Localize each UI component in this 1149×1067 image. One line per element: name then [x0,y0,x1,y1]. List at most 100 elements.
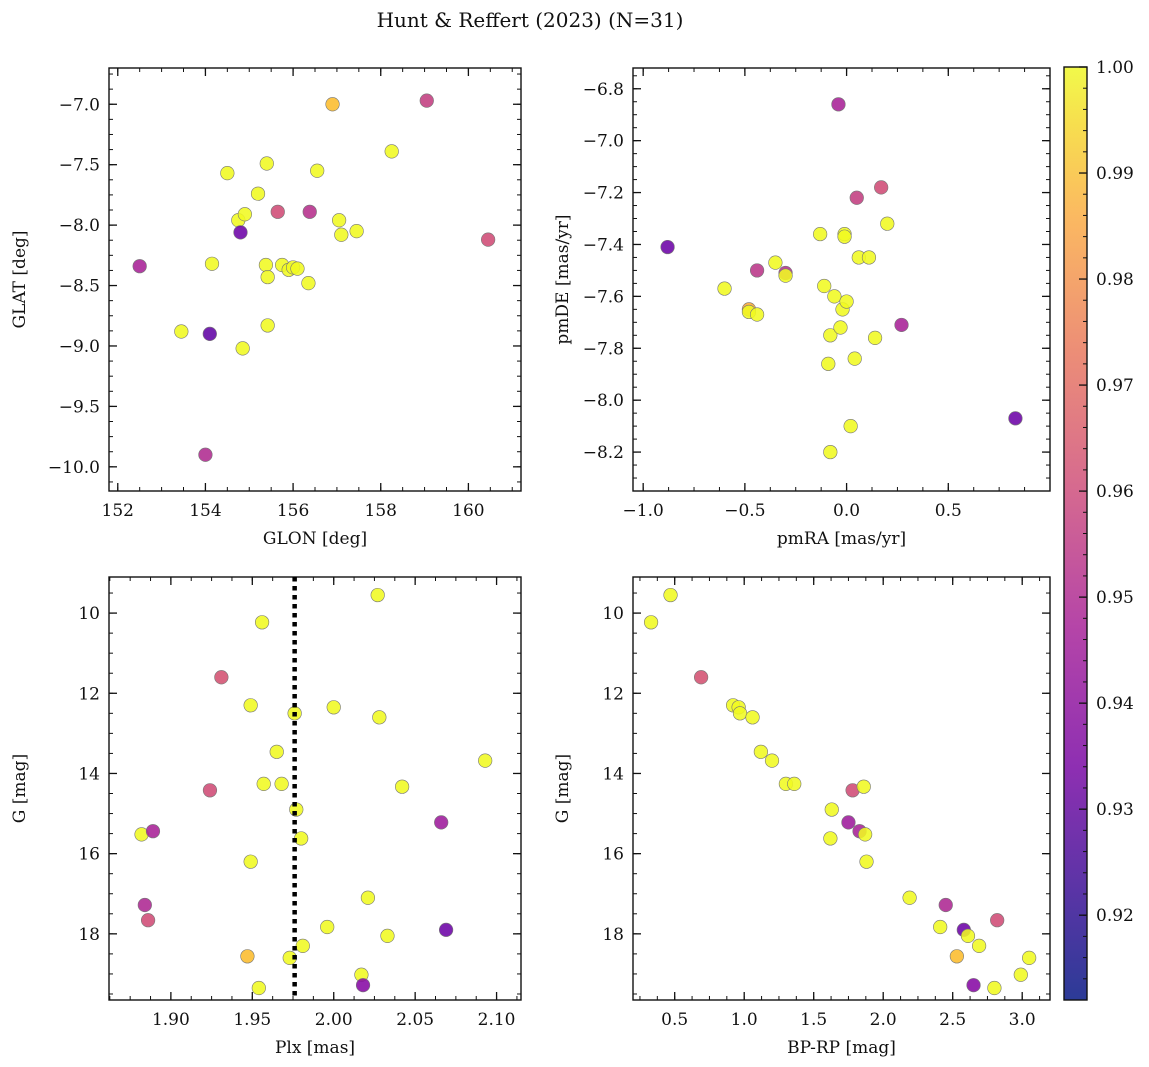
data-point [966,978,981,993]
y-tick-label: −10.0 [48,458,100,478]
y-tick-label: −7.2 [583,184,624,204]
y-tick-label: −7.4 [583,235,624,255]
data-point [260,318,275,333]
x-tick-label: 2.05 [396,1010,434,1030]
data-point [438,922,454,937]
data-point [902,890,917,905]
data-point [1008,411,1023,426]
data-point [380,928,395,943]
data-point [839,294,854,309]
data-point [843,419,858,434]
data-point [821,356,836,371]
y-tick-label: −9.5 [59,397,100,417]
y-tick-label: −7.5 [59,156,100,176]
y-tick-label: −8.5 [59,277,100,297]
x-tick-label: 0.5 [661,1010,688,1030]
data-point [643,615,659,630]
data-point [434,815,449,830]
data-point [310,163,325,178]
data-point [243,854,258,869]
y-tick-label: 10 [78,604,100,624]
data-point [859,854,874,869]
data-point [867,330,883,345]
y-axis-label: G [mag] [553,754,573,823]
colorbar-tick-label: 0.99 [1096,164,1134,184]
data-point [960,928,976,943]
data-point [251,980,266,996]
data-point [813,226,828,242]
data-point [202,783,218,798]
x-axis-label: Plx [mas] [275,1038,355,1058]
data-point [325,97,340,112]
data-point [274,776,289,791]
data-point [837,229,852,244]
data-point [258,257,274,273]
data-point [1013,967,1028,982]
data-point [938,897,953,913]
colorbar-tick-label: 0.94 [1096,694,1134,714]
data-point [254,615,270,630]
data-point [933,919,948,935]
x-tick-label: 3.0 [1009,1010,1036,1030]
data-point [894,317,909,333]
data-point [395,779,410,794]
data-point [237,207,252,222]
x-tick-label: 2.00 [315,1010,353,1030]
y-tick-label: −9.0 [59,337,100,357]
x-tick-label: 156 [277,501,309,521]
bprp-g-panel: 0.5 1.0 1.5 2.0 2.5 3.0 10 12 14 16 18 BP-RP [mag] G… [553,576,1051,1058]
data-point [817,278,832,294]
x-axis-label: pmRA [mas/yr] [777,529,906,549]
data-point [717,281,732,296]
data-point [174,324,189,339]
data-point [1022,950,1037,966]
y-tick-label: 10 [602,604,624,624]
y-tick-label: −8.0 [59,216,100,236]
x-tick-label: 154 [189,501,221,521]
data-point [972,938,987,953]
data-point [360,890,376,905]
data-point [332,213,347,228]
colorbar: 0.92 0.93 0.94 0.95 0.96 0.97 0.98 0.99 1.00 [1063,58,1134,1001]
data-point [220,166,235,181]
y-tick-label: 18 [78,925,100,945]
pmra-pmde-panel: −1.0 −0.5 0.0 0.5 −6.8 −7.0 −7.2 −7.4 −7.6 −7.8 −8… [553,67,1051,549]
x-axis-label: BP-RP [mag] [787,1038,896,1058]
data-point [290,261,305,276]
data-point [384,144,399,159]
y-tick-label: 12 [602,684,624,704]
data-point [987,980,1002,996]
x-tick-label: −0.5 [724,501,765,521]
colorbar-tick-label: 0.96 [1096,482,1134,502]
axes-frame [108,67,522,492]
data-point [849,190,864,205]
y-tick-label: −7.0 [59,95,100,115]
data-point [198,447,213,462]
colorbar-tick-label: 1.00 [1096,58,1134,78]
y-axis-label: pmDE [mas/yr] [553,214,573,344]
data-point [301,276,316,291]
data-point [243,698,258,713]
axes-frame [632,576,1051,1001]
data-point [137,897,152,913]
data-point [823,444,838,460]
data-point [355,978,371,993]
x-tick-label: 152 [102,501,134,521]
data-point [370,587,385,603]
x-tick-label: 2.10 [478,1010,516,1030]
data-point [302,204,317,219]
y-tick-label: −6.8 [583,80,624,100]
y-tick-label: −8.2 [583,443,624,463]
x-axis-label: GLON [deg] [263,529,367,549]
y-tick-label: 14 [602,764,624,784]
data-point [663,587,678,603]
x-tick-label: 1.95 [233,1010,271,1030]
data-point [419,93,434,108]
data-point [478,753,493,768]
data-point [787,776,802,791]
data-point [749,307,765,322]
data-point [824,802,839,817]
axes-frame [632,67,1051,492]
data-point [753,744,768,759]
